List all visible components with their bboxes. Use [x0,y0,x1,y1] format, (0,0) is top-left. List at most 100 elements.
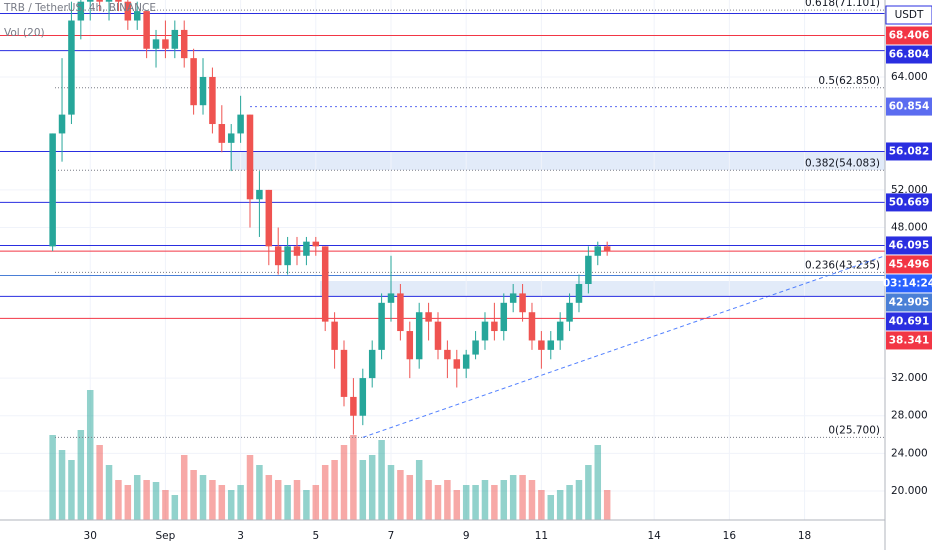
volume-bar [86,390,94,520]
level-label: 68.406 [889,30,930,42]
candle-body [96,0,103,2]
volume-bar [49,435,56,520]
y-tick-label: 20.000 [891,485,928,497]
level-label: 45.496 [889,258,930,270]
volume-bar [115,480,122,520]
candle-body [538,340,545,350]
candle-body [227,133,235,143]
volume-bar [96,445,103,520]
level-box [886,97,932,116]
candle-body [594,246,602,256]
candle-body [491,321,498,332]
candle-body [77,1,85,21]
level-box [886,255,932,274]
level-label: 42.905 [889,296,930,308]
level-box [886,331,932,350]
volume-bar [481,480,489,520]
candle-body [585,255,592,284]
zone [230,152,885,170]
volume-bar [227,490,235,520]
volume-bar [133,475,141,520]
candle-body [359,378,367,416]
fib-label: 0(25.700) [828,424,880,436]
candle-body [434,321,442,350]
level-label: 56.082 [889,145,930,157]
candle-body [397,293,404,332]
unit-box [885,5,932,25]
volume-bar [143,480,150,520]
volume-label: Vol (20) [4,27,45,39]
volume-bar [284,485,291,520]
level-box [886,142,932,161]
volume-bar [368,455,376,520]
y-tick-label: 32.000 [891,372,928,384]
volume-bar [237,485,244,520]
volume-bar [472,485,479,520]
y-tick-label: 28.000 [891,410,928,422]
candle-body [86,0,94,2]
volume-bar [274,480,282,520]
volume-bar [547,495,555,520]
x-tick-label: Sep [156,530,176,542]
volume-bar [256,465,263,520]
unit-label: USDT [895,9,924,21]
level-box [886,26,932,45]
candle-body [124,1,132,21]
candle-body [519,293,526,313]
volume-bar [556,490,564,520]
x-tick-label: 18 [798,530,811,542]
candle-body [462,354,470,369]
volume-bar [434,485,442,520]
level-label: 50.669 [889,196,930,208]
candle-body [575,283,583,303]
level-label: 40.691 [889,315,930,327]
candle-body [105,0,113,2]
candle-body [528,312,536,341]
volume-bar [246,455,254,520]
candle-body [387,293,395,303]
candle-body [143,11,150,49]
volume-bar [509,475,517,520]
candle-body [256,189,263,200]
candle-body [603,246,611,252]
volume-bar [585,465,592,520]
candle-body [162,39,169,49]
x-tick-label: 30 [84,530,97,542]
volume-bar [321,465,329,520]
candle-body [415,312,423,360]
level-box [886,193,932,212]
level-label: 60.854 [889,101,930,113]
volume-bar [350,435,357,520]
candle-body [378,302,385,350]
x-tick-label: 5 [312,530,319,542]
candle-body [49,133,56,247]
volume-bar [218,485,226,520]
volume-bar [265,475,273,520]
level-box [886,312,932,331]
level-box [886,293,932,312]
y-tick-label: 48.000 [891,222,928,234]
volume-bar [519,475,526,520]
candle-body [566,302,573,322]
candle-body [331,321,338,350]
volume-bar [444,480,451,520]
candle-body [133,11,141,21]
volume-bar [312,485,320,520]
volume-bar [68,460,75,520]
candle-body [199,76,207,106]
candle-body [500,302,508,332]
zone [320,281,885,297]
candle-body [312,241,320,247]
x-tick-label: 11 [535,530,548,542]
volume-bar [462,485,470,520]
volume-bar [303,490,310,520]
volume-bar [162,490,169,520]
candle-body [425,312,432,322]
candle-body [68,20,75,115]
fib-label: 0.236(43.235) [805,259,880,271]
candle-body [406,331,414,360]
candle-body [547,340,555,350]
volume-bar [425,480,432,520]
x-tick-label: 14 [647,530,661,542]
